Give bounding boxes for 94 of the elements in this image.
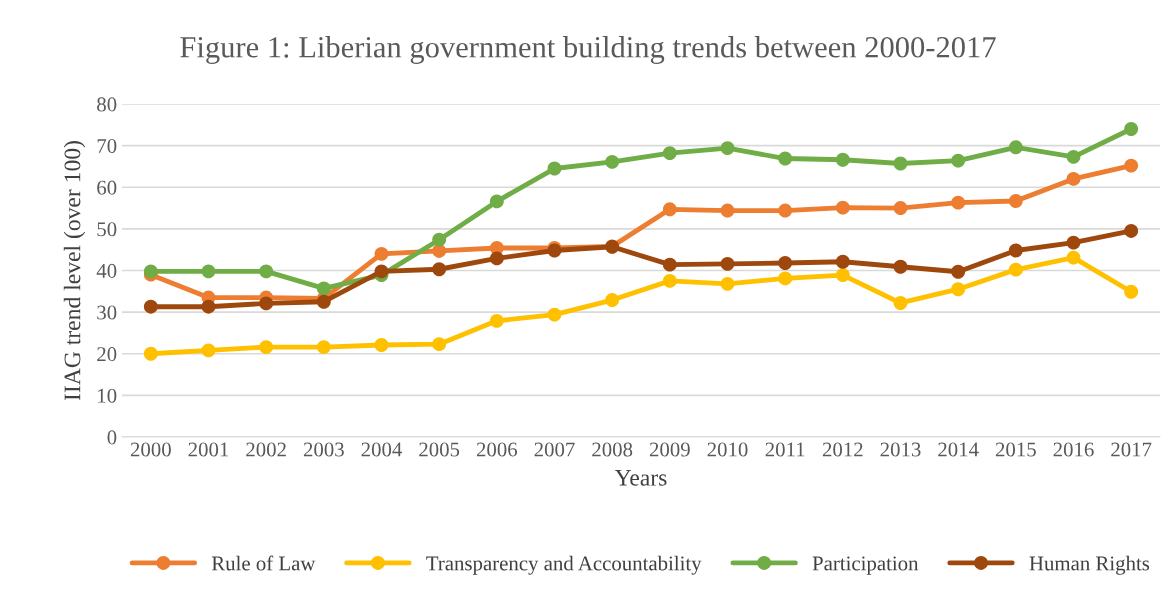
point xyxy=(778,271,793,286)
point xyxy=(374,264,389,279)
point xyxy=(835,200,850,215)
point xyxy=(489,251,504,266)
point xyxy=(662,257,677,272)
point xyxy=(1066,235,1081,250)
point xyxy=(605,154,620,169)
point xyxy=(778,203,793,218)
x-tick-label: 2005 xyxy=(419,442,460,457)
point xyxy=(662,146,677,161)
legend-label: Participation xyxy=(812,556,919,575)
point xyxy=(835,152,850,167)
x-tick-label: 2014 xyxy=(938,442,979,457)
point xyxy=(951,153,966,168)
legend-label: Human Rights xyxy=(1029,555,1150,575)
x-tick-label: 2000 xyxy=(130,442,171,457)
legend-label: Transparency and Accountability xyxy=(426,555,702,575)
point xyxy=(316,340,331,355)
point xyxy=(489,313,504,328)
point xyxy=(951,195,966,210)
point xyxy=(605,293,620,307)
point xyxy=(662,273,677,288)
point xyxy=(1066,149,1081,164)
point xyxy=(143,299,158,314)
point xyxy=(951,282,966,297)
point xyxy=(201,343,216,358)
y-tick-label: 50 xyxy=(97,222,117,237)
x-tick-label: 2008 xyxy=(592,442,633,457)
x-tick-label: 2012 xyxy=(822,442,863,457)
point xyxy=(951,264,966,279)
x-tick-label: 2013 xyxy=(880,442,921,457)
point xyxy=(1124,122,1139,136)
y-tick-label: 10 xyxy=(98,388,117,403)
x-tick-label: 2006 xyxy=(476,442,518,457)
point xyxy=(778,151,793,166)
x-tick-label: 2011 xyxy=(765,442,805,457)
legend-label: Rule of Law xyxy=(211,555,316,571)
point xyxy=(1008,243,1023,258)
point xyxy=(259,340,274,355)
point xyxy=(547,307,562,322)
y-tick-label: 70 xyxy=(97,139,117,154)
point xyxy=(201,299,216,314)
point xyxy=(1124,224,1139,238)
point xyxy=(835,268,850,283)
point xyxy=(374,338,389,352)
point xyxy=(1008,140,1023,155)
x-axis-title: Years xyxy=(614,470,667,486)
x-tick-label: 2009 xyxy=(649,442,690,457)
x-tick-label: 2007 xyxy=(534,442,575,457)
x-tick-label: 2002 xyxy=(246,442,286,457)
point xyxy=(893,201,908,216)
point xyxy=(893,296,908,310)
point xyxy=(432,232,447,247)
y-tick-label: 80 xyxy=(97,97,117,112)
point xyxy=(720,203,735,218)
point xyxy=(835,254,850,269)
point xyxy=(662,202,677,217)
point xyxy=(1066,171,1081,186)
point xyxy=(893,156,908,171)
y-tick-label: 30 xyxy=(97,305,117,320)
point xyxy=(778,256,793,270)
x-tick-label: 2017 xyxy=(1111,442,1152,457)
point xyxy=(547,161,562,176)
point xyxy=(1124,284,1139,299)
y-axis-title: IIAG trend level (over 100) xyxy=(63,141,86,401)
point xyxy=(432,262,447,277)
point xyxy=(1124,158,1139,173)
point xyxy=(720,276,735,291)
y-tick-label: 40 xyxy=(96,263,117,278)
point xyxy=(374,246,389,261)
point xyxy=(1008,194,1023,208)
point xyxy=(259,296,274,311)
point xyxy=(1008,262,1023,277)
point xyxy=(316,281,331,296)
chart-title: Figure 1: Liberian government building trends between 2000-2017 xyxy=(180,36,996,64)
point xyxy=(432,243,447,258)
x-tick-label: 2015 xyxy=(995,442,1036,457)
point xyxy=(893,259,908,274)
y-tick-label: 60 xyxy=(97,180,117,195)
x-tick-label: 2003 xyxy=(303,442,344,457)
x-tick-label: 2016 xyxy=(1053,442,1094,457)
x-tick-label: 2001 xyxy=(188,442,229,457)
point xyxy=(201,264,216,279)
x-tick-label: 2004 xyxy=(361,442,403,457)
x-tick-label: 2010 xyxy=(707,442,748,457)
point xyxy=(489,194,504,209)
point xyxy=(432,337,447,352)
y-tick-label: 20 xyxy=(97,347,117,362)
point xyxy=(720,141,735,156)
point xyxy=(720,256,735,271)
point xyxy=(143,346,158,361)
y-tick-label: 0 xyxy=(107,430,117,445)
point xyxy=(1066,250,1081,265)
point xyxy=(259,264,274,279)
